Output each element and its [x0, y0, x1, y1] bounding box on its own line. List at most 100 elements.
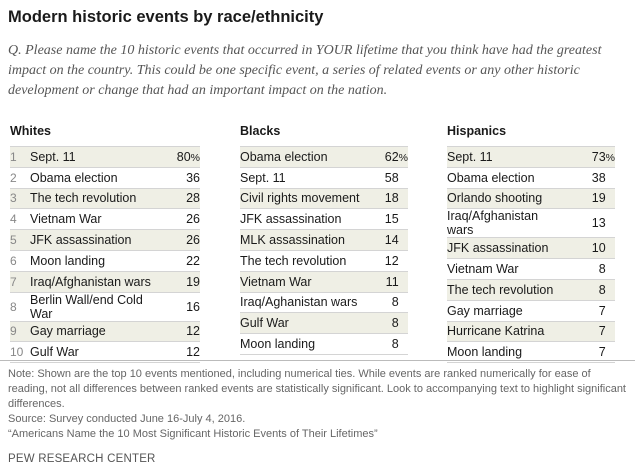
value-number: 8 — [598, 282, 606, 297]
event-label: Obama election — [447, 166, 567, 189]
rank-number: 7 — [10, 270, 30, 293]
table-row: 10 Gulf War 12 — [10, 341, 200, 364]
rank-number: 1 — [10, 146, 30, 168]
group-header: Hispanics — [447, 124, 507, 138]
value-number: 80 — [176, 149, 191, 164]
note-text: Note: Shown are the top 10 events mentio… — [8, 368, 626, 410]
event-label: The tech revolution — [240, 249, 360, 272]
event-value: 8% — [360, 291, 408, 313]
percent-sign: % — [605, 151, 615, 164]
event-label: Vietnam War — [240, 270, 360, 293]
event-value: 8% — [360, 333, 408, 355]
event-value: 12% — [360, 249, 408, 272]
table-row: 8 Berlin Wall/end Cold War 16 — [10, 291, 200, 322]
event-value: 7% — [567, 341, 615, 364]
value-number: 11 — [385, 274, 399, 289]
table-row: 3 The tech revolution 28 — [10, 187, 200, 209]
group-header: Blacks — [240, 124, 281, 138]
table-row: 5 JFK assassination 26 — [10, 229, 200, 251]
event-value: 13% — [567, 208, 615, 238]
event-label: Moon landing — [240, 333, 360, 355]
table-row: 4 Vietnam War 26 — [10, 208, 200, 230]
value-number: 14 — [384, 233, 399, 248]
table-row: 9 Gay marriage 12 — [10, 320, 200, 342]
value-number: 28 — [186, 191, 200, 206]
value-number: 26 — [186, 212, 200, 227]
question-prefix: Q. — [8, 43, 22, 58]
chart-title: Modern historic events by race/ethnicity — [8, 8, 324, 26]
rank-number: 5 — [10, 229, 30, 251]
event-value: 12 — [160, 341, 200, 364]
event-label: Civil rights movement — [240, 187, 360, 209]
credit-text: PEW RESEARCH CENTER — [8, 453, 156, 465]
rank-number: 3 — [10, 187, 30, 209]
source-text: Source: Survey conducted June 16-July 4,… — [8, 413, 246, 425]
rank-number: 9 — [10, 320, 30, 342]
value-number: 62 — [384, 149, 399, 164]
value-number: 18 — [384, 191, 399, 206]
group-hispanics: Hispanics Sept. 11 73% Obama election38%Orl… — [447, 124, 615, 364]
event-label: Iraq/Afghanistan wars — [30, 270, 160, 293]
value-number: 8 — [391, 295, 399, 310]
survey-question: Q. Please name the 10 historic events th… — [8, 41, 620, 101]
event-label: Hurricane Katrina — [447, 320, 567, 342]
rank-number: 10 — [10, 341, 30, 364]
value-number: 8 — [391, 316, 399, 331]
event-label: Vietnam War — [447, 258, 567, 280]
event-value: 19 — [160, 270, 200, 293]
event-value: 8% — [567, 278, 615, 301]
value-number: 12 — [186, 324, 200, 339]
event-label: Gay marriage — [30, 320, 160, 342]
question-text: Please name the 10 historic events that … — [8, 43, 602, 98]
table-row: 7 Iraq/Afghanistan wars 19 — [10, 270, 200, 293]
event-value: 19% — [567, 187, 615, 209]
value-number: 8 — [391, 337, 399, 352]
table-row: 6 Moon landing 22 — [10, 249, 200, 272]
event-label: Obama election — [30, 166, 160, 189]
value-number: 15 — [384, 212, 399, 227]
event-value: 62% — [360, 146, 408, 168]
value-number: 73 — [591, 149, 606, 164]
event-value: 10% — [567, 237, 615, 259]
value-number: 19 — [591, 191, 606, 206]
event-value: 7% — [567, 299, 615, 322]
report-title: “Americans Name the 10 Most Significant … — [8, 428, 378, 440]
event-label: JFK assassination — [447, 237, 567, 259]
value-number: 8 — [598, 262, 606, 277]
table-row: Sept. 11 73% — [447, 146, 615, 168]
table-row: Obama election 62% — [240, 146, 408, 168]
value-number: 13 — [591, 216, 606, 231]
value-number: 10 — [591, 241, 606, 256]
event-label: The tech revolution — [30, 187, 160, 209]
event-value: 7% — [567, 320, 615, 342]
value-number: 7 — [598, 324, 606, 339]
event-value: 28 — [160, 187, 200, 209]
event-label: Sept. 11 — [240, 166, 360, 189]
event-value: 26 — [160, 208, 200, 230]
event-value: 8% — [360, 312, 408, 334]
event-value: 12 — [160, 320, 200, 342]
event-value: 38% — [567, 166, 615, 189]
rank-number: 8 — [10, 291, 30, 322]
event-label: Sept. 11 — [447, 146, 567, 168]
event-value: 22 — [160, 249, 200, 272]
group-whites: Whites 1 Sept. 11 80% 2 Obama election 36 3 The … — [10, 124, 200, 364]
event-value: 16 — [160, 291, 200, 322]
